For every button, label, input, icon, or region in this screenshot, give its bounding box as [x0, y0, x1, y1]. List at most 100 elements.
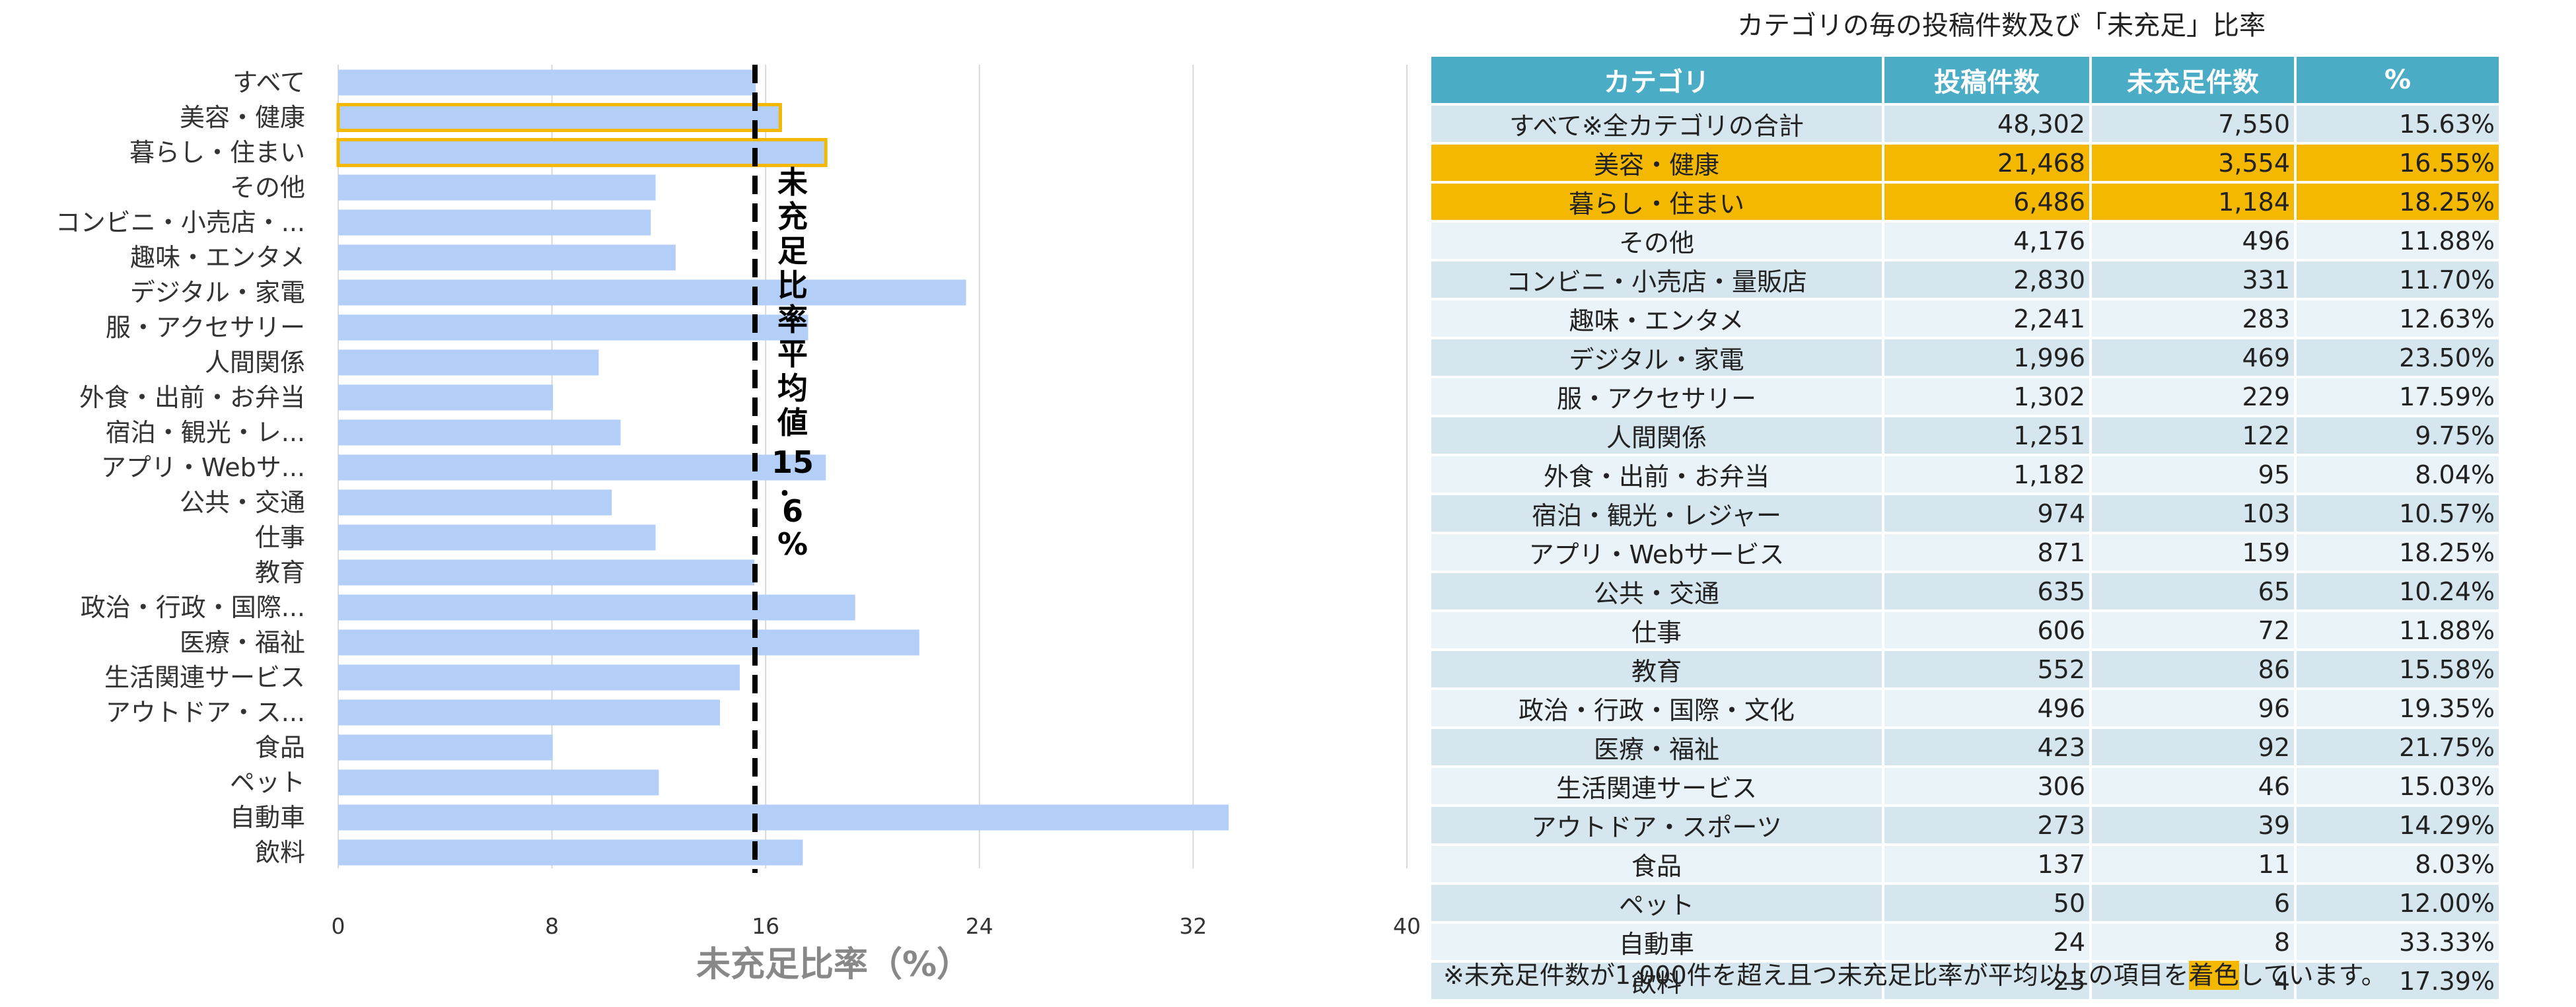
- cell-posts: 606: [1884, 612, 2089, 648]
- cell-category: 外食・出前・お弁当: [1431, 456, 1882, 493]
- cell-percent: 11.88%: [2297, 612, 2499, 648]
- category-label: 趣味・エンタメ: [130, 243, 305, 272]
- category-label: 政治・行政・国際...: [81, 593, 305, 622]
- cell-posts: 871: [1884, 534, 2089, 571]
- table-row: ペット 50 6 12.00%: [1431, 885, 2499, 921]
- cell-category: コンビニ・小売店・量販店: [1431, 261, 1882, 298]
- cell-posts: 1,251: [1884, 417, 2089, 454]
- table-row: 趣味・エンタメ 2,241 283 12.63%: [1431, 300, 2499, 337]
- bar: [338, 769, 659, 796]
- table-row: 人間関係 1,251 122 9.75%: [1431, 417, 2499, 454]
- category-label: 自動車: [230, 803, 305, 832]
- cell-posts: 2,830: [1884, 261, 2089, 298]
- table-row: 公共・交通 635 65 10.24%: [1431, 573, 2499, 609]
- category-label: すべて: [233, 68, 305, 97]
- cell-posts: 1,996: [1884, 339, 2089, 376]
- cell-category: 暮らし・住まい: [1431, 184, 1882, 220]
- cell-percent: 8.03%: [2297, 846, 2499, 882]
- x-tick-label: 32: [1179, 913, 1207, 939]
- cell-category: 趣味・エンタメ: [1431, 300, 1882, 337]
- table-row: 外食・出前・お弁当 1,182 95 8.04%: [1431, 456, 2499, 493]
- cell-unmet: 103: [2092, 495, 2294, 532]
- cell-category: 公共・交通: [1431, 573, 1882, 609]
- cell-unmet: 96: [2092, 690, 2294, 726]
- average-label-char: 15: [771, 444, 814, 480]
- cell-posts: 50: [1884, 885, 2089, 921]
- category-label: 食品: [255, 733, 305, 762]
- x-tick-label: 8: [545, 913, 559, 939]
- cell-category: 医療・福祉: [1431, 729, 1882, 765]
- table-row: デジタル・家電 1,996 469 23.50%: [1431, 339, 2499, 376]
- bar: [338, 594, 855, 621]
- cell-unmet: 229: [2092, 378, 2294, 415]
- cell-percent: 23.50%: [2297, 339, 2499, 376]
- cell-unmet: 72: [2092, 612, 2294, 648]
- table-row: 美容・健康 21,468 3,554 16.55%: [1431, 145, 2499, 181]
- cell-unmet: 86: [2092, 651, 2294, 687]
- bar: [338, 419, 621, 446]
- bar: [338, 454, 826, 481]
- cell-category: 美容・健康: [1431, 145, 1882, 181]
- cell-posts: 6,486: [1884, 184, 2089, 220]
- cell-category: 自動車: [1431, 924, 1882, 960]
- average-label-char: 比: [777, 267, 808, 303]
- cell-percent: 16.55%: [2297, 145, 2499, 181]
- cell-posts: 1,182: [1884, 456, 2089, 493]
- cell-unmet: 7,550: [2092, 106, 2294, 142]
- category-label: 公共・交通: [180, 488, 305, 517]
- header-category: カテゴリ: [1431, 57, 1882, 103]
- cell-percent: 17.59%: [2297, 378, 2499, 415]
- table-row: アプリ・Webサービス 871 159 18.25%: [1431, 534, 2499, 571]
- bar: [338, 559, 755, 586]
- cell-category: デジタル・家電: [1431, 339, 1882, 376]
- category-label: 医療・福祉: [180, 628, 305, 657]
- category-label: 人間関係: [205, 348, 305, 377]
- cell-posts: 137: [1884, 846, 2089, 882]
- bar-chart: 0 8 16 24 32 40 すべて美容・健康暮らし・住まいその他コンビニ・小売店・...…: [55, 65, 1420, 985]
- category-label: コンビニ・小売店・...: [55, 208, 305, 237]
- bar: [338, 629, 919, 656]
- category-label: 服・アクセサリー: [106, 313, 305, 342]
- bar: [338, 804, 1229, 831]
- average-label-char: 値: [777, 405, 808, 440]
- cell-posts: 48,302: [1884, 106, 2089, 142]
- bar: [338, 699, 721, 726]
- cell-posts: 2,241: [1884, 300, 2089, 337]
- category-label: 仕事: [255, 523, 305, 552]
- header-percent: %: [2297, 57, 2499, 103]
- cell-percent: 18.25%: [2297, 184, 2499, 220]
- cell-category: アプリ・Webサービス: [1431, 534, 1882, 571]
- table-row: 仕事 606 72 11.88%: [1431, 612, 2499, 648]
- table-header-row: カテゴリ 投稿件数 未充足件数 %: [1431, 57, 2499, 103]
- cell-category: その他: [1431, 223, 1882, 259]
- cell-posts: 423: [1884, 729, 2089, 765]
- cell-posts: 273: [1884, 807, 2089, 843]
- cell-unmet: 11: [2092, 846, 2294, 882]
- cell-category: 食品: [1431, 846, 1882, 882]
- x-tick-label: 40: [1393, 913, 1420, 939]
- table-row: 教育 552 86 15.58%: [1431, 651, 2499, 687]
- category-label: 生活関連サービス: [104, 663, 305, 692]
- bar: [338, 209, 651, 236]
- category-label: 飲料: [255, 838, 305, 867]
- table-row: アウトドア・スポーツ 273 39 14.29%: [1431, 807, 2499, 843]
- footnote-text: ※未充足件数が1,000件を超え且つ未充足比率が平均以上の項目を: [1443, 961, 2189, 990]
- bar: [338, 314, 808, 341]
- category-label: 外食・出前・お弁当: [79, 383, 305, 412]
- average-label-char: 6: [782, 493, 803, 529]
- cell-percent: 19.35%: [2297, 690, 2499, 726]
- cell-unmet: 8: [2092, 924, 2294, 960]
- cell-percent: 9.75%: [2297, 417, 2499, 454]
- category-label: 教育: [255, 558, 305, 587]
- cell-unmet: 65: [2092, 573, 2294, 609]
- category-label: その他: [230, 173, 305, 202]
- cell-category: 宿泊・観光・レジャー: [1431, 495, 1882, 532]
- cell-unmet: 92: [2092, 729, 2294, 765]
- category-label: 暮らし・住まい: [129, 138, 305, 167]
- bar: [338, 489, 612, 516]
- average-label-char: ．: [777, 467, 808, 503]
- table-row: 暮らし・住まい 6,486 1,184 18.25%: [1431, 184, 2499, 220]
- cell-posts: 974: [1884, 495, 2089, 532]
- category-label: 宿泊・観光・レ...: [106, 418, 305, 447]
- table-row: すべて※全カテゴリの合計 48,302 7,550 15.63%: [1431, 106, 2499, 142]
